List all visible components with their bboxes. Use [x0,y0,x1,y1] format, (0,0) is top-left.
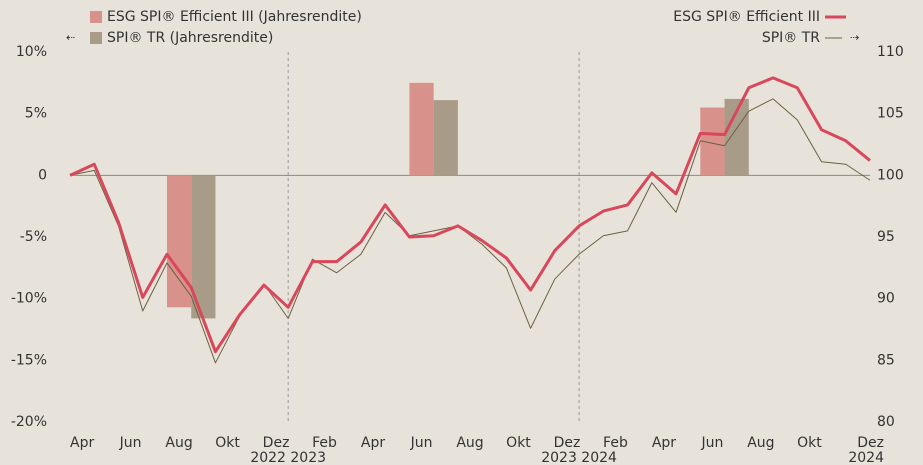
y-tick-label: 10% [16,44,47,60]
legend-axis-arrow: ⇢ [850,31,859,44]
y2-tick-label: 95 [877,229,895,245]
x-tick-label: Okt [506,435,531,451]
x-tick-label: Okt [797,435,822,451]
year-label: 2024 [848,450,884,465]
x-tick-label: Feb [312,435,337,451]
bar [433,100,458,176]
legend-label: SPI® TR (Jahresrendite) [107,30,273,46]
y-tick-label: -20% [11,414,47,430]
legend-swatch [90,11,102,23]
x-tick-label: Apr [361,435,385,451]
x-tick-label: Okt [215,435,240,451]
x-tick-label: Dez [857,435,884,451]
bar [166,175,192,308]
y2-tick-label: 105 [877,106,904,122]
y-tick-label: 0 [38,167,47,183]
legend: ESG SPI® Efficient III (Jahresrendite) ⇠… [66,9,859,46]
y2-tick-label: 90 [877,291,895,307]
year-label: 2023 2024 [541,450,617,465]
x-tick-label: Dez [554,435,581,451]
y-tick-label: -10% [11,291,47,307]
x-tick-label: Aug [456,435,483,451]
legend-label: ESG SPI® Efficient III [673,9,820,25]
bar [409,82,434,176]
y-tick-label: -5% [20,229,47,245]
x-tick-label: Aug [747,435,774,451]
line [69,76,871,354]
x-tick-label: Jun [700,435,723,451]
y2-tick-label: 85 [877,352,895,368]
x-tick-label: Jun [410,435,433,451]
line [69,98,871,364]
y2-tick-label: 110 [877,44,904,60]
x-tick-label: Aug [165,435,192,451]
y2-tick-label: 100 [877,167,904,183]
legend-label: SPI® TR [762,30,820,46]
legend-swatch [90,32,102,44]
y-tick-label: 5% [25,106,47,122]
y2-tick-label: 80 [877,414,895,430]
legend-axis-arrow: ⇠ [66,31,75,44]
x-tick-label: Apr [70,435,94,451]
x-tick-label: Dez [263,435,290,451]
x-tick-label: Jun [119,435,142,451]
legend-label: ESG SPI® Efficient III (Jahresrendite) [107,9,362,25]
x-tick-label: Feb [603,435,628,451]
y-tick-label: -15% [11,352,47,368]
year-label: 2022 2023 [250,450,326,465]
x-tick-label: Apr [652,435,676,451]
